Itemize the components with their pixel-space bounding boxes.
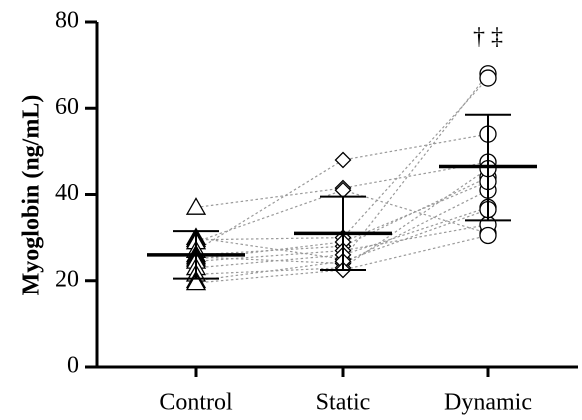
x-tick-label: Dynamic: [444, 390, 532, 416]
subject-line: [195, 234, 489, 284]
circle-marker: [479, 69, 497, 87]
circle-marker: [479, 226, 497, 245]
significance-annotation: † ‡: [473, 24, 503, 50]
x-tick-label: Static: [316, 390, 371, 416]
mean-sd-bars: [147, 113, 537, 280]
y-tick-label: 0: [67, 353, 79, 379]
y-tick-label: 20: [55, 266, 79, 292]
subject-line: [195, 161, 489, 209]
triangle-marker: [185, 272, 207, 291]
subject-line: [195, 133, 489, 252]
y-tick-label: 80: [55, 8, 79, 34]
subject-line: [195, 73, 489, 260]
x-ticks: Control Static Dynamic: [159, 367, 532, 416]
triangle-marker: [185, 197, 207, 215]
x-tick-label: Control: [159, 390, 233, 416]
diamond-marker: [334, 151, 352, 169]
y-axis-label: Myoglobin (ng/mL): [19, 95, 45, 296]
y-ticks: 0 20 40 60 80: [55, 8, 97, 379]
y-tick-label: 60: [55, 94, 79, 120]
y-tick-label: 40: [55, 180, 79, 206]
subject-line: [195, 209, 489, 282]
axes: [95, 22, 578, 369]
